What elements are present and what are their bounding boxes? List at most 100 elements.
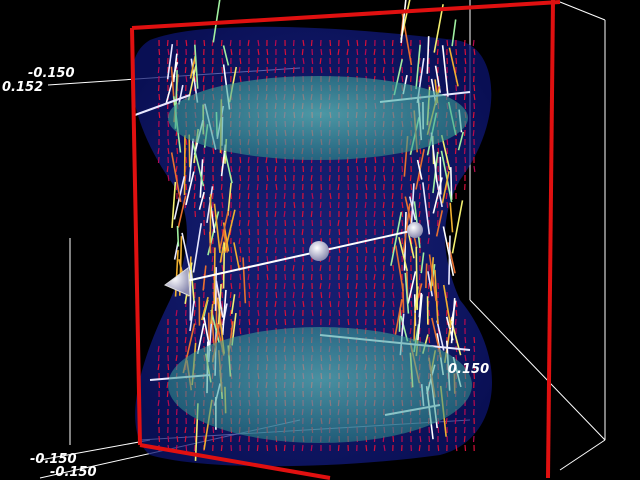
vector-glyph	[256, 318, 259, 326]
vector-glyph	[166, 44, 174, 80]
vector-glyph	[274, 246, 277, 254]
probe-line-widget[interactable]	[164, 222, 423, 297]
vector-glyph	[238, 192, 241, 200]
vector-glyph	[337, 264, 340, 272]
vector-glyph	[266, 237, 269, 245]
vector-glyph	[206, 186, 214, 223]
vector-glyph	[364, 201, 367, 209]
vector-glyph	[464, 102, 467, 110]
vector-glyph	[427, 156, 430, 164]
vector-glyph	[292, 291, 295, 299]
vector-glyph	[283, 210, 286, 218]
vector-glyph	[346, 48, 349, 56]
axis-label: 0.152	[2, 80, 44, 95]
vector-glyph	[184, 435, 187, 443]
vector-glyph	[167, 147, 170, 155]
cone-handle-icon[interactable]	[164, 267, 191, 297]
vector-glyph	[220, 444, 223, 452]
vector-glyph	[415, 246, 418, 286]
vector-glyph	[401, 201, 404, 209]
vector-glyph	[391, 39, 394, 47]
vector-glyph	[293, 219, 296, 227]
sphere-handle-icon[interactable]	[407, 222, 423, 238]
vector-glyph	[212, 147, 215, 155]
vector-glyph	[166, 345, 169, 353]
vector-glyph	[311, 192, 314, 200]
vector-glyph	[166, 39, 169, 47]
vector-glyph	[426, 36, 430, 74]
vector-glyph	[230, 282, 233, 290]
vector-glyph	[229, 210, 232, 218]
vector-glyph	[449, 202, 454, 233]
vector-glyph	[283, 282, 286, 290]
vector-glyph	[192, 143, 205, 187]
selection-box[interactable]	[130, 0, 561, 480]
vector-glyph	[310, 444, 313, 452]
vector-glyph	[239, 174, 242, 182]
vector-glyph	[319, 282, 322, 290]
upper-torus-isosurface	[168, 76, 468, 160]
vector-glyph	[193, 417, 196, 425]
vector-glyph	[184, 336, 187, 344]
vector-glyph	[257, 210, 260, 218]
vector-glyph	[222, 45, 230, 66]
vector-glyph	[230, 246, 233, 254]
vector-glyph	[355, 309, 358, 317]
vector-glyph	[418, 75, 421, 83]
vector-glyph	[355, 291, 358, 299]
vector-glyph	[434, 269, 439, 325]
vector-glyph	[338, 228, 341, 236]
vector-glyph	[401, 210, 404, 218]
vector-glyph	[337, 48, 340, 56]
sphere-handle-icon[interactable]	[309, 241, 329, 261]
vector-glyph	[347, 39, 350, 47]
vector-glyph	[221, 201, 224, 209]
vector-glyph	[409, 174, 412, 182]
vector-glyph	[221, 192, 224, 200]
vector-glyph	[364, 264, 367, 272]
vector-glyph	[410, 237, 413, 245]
vector-glyph	[266, 57, 269, 65]
probe-line[interactable]	[181, 229, 416, 283]
vector-glyph	[383, 444, 386, 452]
vector-glyph	[427, 183, 430, 191]
vector-glyph	[292, 66, 295, 74]
vector-glyph	[400, 183, 403, 191]
vector-glyph	[437, 174, 440, 182]
vector-glyph	[247, 219, 250, 227]
vector-glyph	[157, 399, 160, 407]
vector-glyph	[229, 39, 232, 47]
vector-glyph	[451, 19, 457, 47]
vector-glyph	[229, 291, 232, 299]
vector-glyph	[284, 174, 287, 182]
vector-glyph	[219, 241, 225, 263]
vector-glyph	[355, 210, 358, 218]
vector-glyph	[392, 75, 395, 83]
vector-glyph	[193, 192, 196, 200]
vector-glyph	[436, 320, 445, 351]
vector-glyph	[227, 182, 232, 216]
vector-glyph	[266, 174, 269, 182]
vector-glyph	[188, 138, 194, 182]
vector-glyph	[247, 183, 250, 191]
vector-glyph	[382, 309, 385, 317]
vector-glyph	[464, 156, 467, 164]
vector-glyph	[239, 327, 242, 335]
vector-glyph	[193, 183, 196, 191]
vector-glyph	[193, 444, 196, 452]
vector-glyph	[167, 435, 170, 443]
vector-glyph	[221, 264, 224, 272]
vector-glyph	[337, 219, 340, 227]
vector-glyph	[391, 273, 394, 281]
vector-glyph	[319, 264, 322, 272]
vector-glyph	[346, 66, 349, 74]
vector-glyph	[449, 167, 453, 200]
vector-glyph	[337, 444, 340, 452]
vector-glyph	[274, 309, 277, 317]
vector-glyph	[427, 271, 434, 297]
vector-glyph	[436, 201, 439, 209]
vector-glyph	[400, 174, 403, 182]
vector-glyph	[194, 174, 197, 182]
